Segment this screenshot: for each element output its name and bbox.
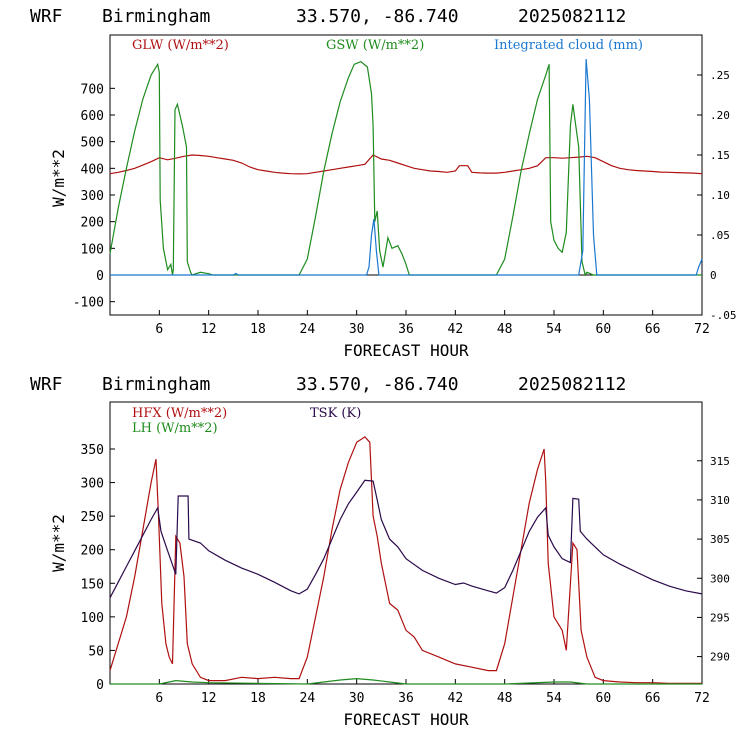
y-tick-label: -100	[73, 296, 104, 311]
x-axis-ticks: 6 12 18 24 30 36 42 48 54 60 66 72	[155, 310, 710, 337]
y-tick-label: 100	[81, 242, 104, 257]
x-tick-label: 60	[596, 691, 612, 706]
x-tick-label: 36	[398, 691, 414, 706]
x-tick-label: 6	[155, 322, 163, 337]
x-tick-label: 18	[250, 322, 266, 337]
y2-tick-label: 295	[710, 611, 730, 624]
x-tick-label: 54	[546, 691, 562, 706]
series-line-2	[109, 479, 703, 599]
x-tick-label: 72	[694, 322, 710, 337]
y-tick-label: 200	[81, 544, 104, 559]
x-tick-label: 66	[645, 322, 661, 337]
y-tick-label: 100	[81, 611, 104, 626]
x-tick-label: 30	[349, 322, 365, 337]
y-tick-label: 400	[81, 162, 104, 177]
header-coords: 33.570, -86.740	[296, 6, 459, 27]
y2-tick-label: 315	[710, 455, 730, 468]
series-group	[109, 436, 703, 685]
y-tick-label: 700	[81, 82, 104, 97]
legend-cloud: Integrated cloud (mm)	[494, 38, 643, 53]
series-line-1	[109, 61, 702, 277]
x-tick-label: 36	[398, 322, 414, 337]
y-tick-label: 200	[81, 216, 104, 231]
x-tick-label: 18	[250, 691, 266, 706]
y-tick-label: 0	[96, 269, 104, 284]
legend-hfx: HFX (W/m**2)	[132, 406, 227, 421]
x-tick-label: 66	[645, 691, 661, 706]
series-line-2	[110, 58, 703, 276]
y2-tick-label: .15	[710, 149, 730, 162]
x-tick-label: 72	[694, 691, 710, 706]
y2-tick-label: 290	[710, 651, 730, 664]
y-axis-ticks: -100 0 100 200 300 400 500 600 700	[73, 82, 115, 311]
x-tick-label: 12	[201, 691, 217, 706]
y-axis-ticks: 0 50 100 150 200 250 300 350	[81, 443, 115, 693]
y-axis-label: W/m**2	[49, 149, 68, 207]
y2-tick-label: 305	[710, 533, 730, 546]
panel-flux: WRF Birmingham 33.570, -86.740 202508211…	[30, 374, 730, 729]
header-model: WRF	[30, 6, 63, 27]
y2-axis-ticks: 290 295 300 305 310 315	[697, 455, 730, 664]
x-axis-ticks: 6 12 18 24 30 36 42 48 54 60 66 72	[155, 679, 710, 706]
y2-tick-label: 0	[710, 269, 717, 282]
header-coords: 33.570, -86.740	[296, 374, 459, 395]
x-axis-label: FORECAST HOUR	[343, 341, 469, 360]
x-tick-label: 54	[546, 322, 562, 337]
legend-tsk: TSK (K)	[310, 406, 361, 421]
legend-gsw: GSW (W/m**2)	[326, 38, 424, 53]
x-tick-label: 24	[300, 691, 316, 706]
y2-tick-label: 310	[710, 494, 730, 507]
y2-tick-label: .20	[710, 109, 730, 122]
x-tick-label: 12	[201, 322, 217, 337]
y2-tick-label: .10	[710, 189, 730, 202]
legend-lh: LH (W/m**2)	[132, 421, 218, 436]
x-tick-label: 42	[448, 691, 464, 706]
legend-glw: GLW (W/m**2)	[132, 38, 229, 53]
y-tick-label: 50	[88, 644, 104, 659]
x-tick-label: 48	[497, 691, 513, 706]
y-tick-label: 600	[81, 109, 104, 124]
y2-tick-label: 300	[710, 572, 730, 585]
y2-tick-label: -.05	[710, 309, 737, 322]
panel-radiation: WRF Birmingham 33.570, -86.740 202508211…	[30, 6, 737, 360]
x-tick-label: 30	[349, 691, 365, 706]
header-location: Birmingham	[102, 6, 210, 27]
x-axis-label: FORECAST HOUR	[343, 710, 469, 729]
y2-tick-label: .25	[710, 69, 730, 82]
series-group	[109, 58, 703, 277]
y-tick-label: 500	[81, 136, 104, 151]
x-tick-label: 6	[155, 691, 163, 706]
y2-axis-ticks: -.05 0 .05 .10 .15 .20 .25	[697, 69, 737, 322]
y-tick-label: 150	[81, 577, 104, 592]
header-init: 2025082112	[518, 374, 626, 395]
y-tick-label: 250	[81, 510, 104, 525]
x-tick-label: 24	[300, 322, 316, 337]
y-tick-label: 0	[96, 678, 104, 693]
series-line-0	[109, 154, 703, 175]
x-tick-label: 42	[448, 322, 464, 337]
y2-tick-label: .05	[710, 229, 730, 242]
series-line-1	[110, 677, 702, 685]
series-line-0	[109, 436, 702, 684]
header-location: Birmingham	[102, 374, 210, 395]
y-tick-label: 300	[81, 477, 104, 492]
x-tick-label: 60	[596, 322, 612, 337]
y-tick-label: 300	[81, 189, 104, 204]
x-tick-label: 48	[497, 322, 513, 337]
header-model: WRF	[30, 374, 63, 395]
y-axis-label: W/m**2	[49, 514, 68, 572]
y-tick-label: 350	[81, 443, 104, 458]
header-init: 2025082112	[518, 6, 626, 27]
